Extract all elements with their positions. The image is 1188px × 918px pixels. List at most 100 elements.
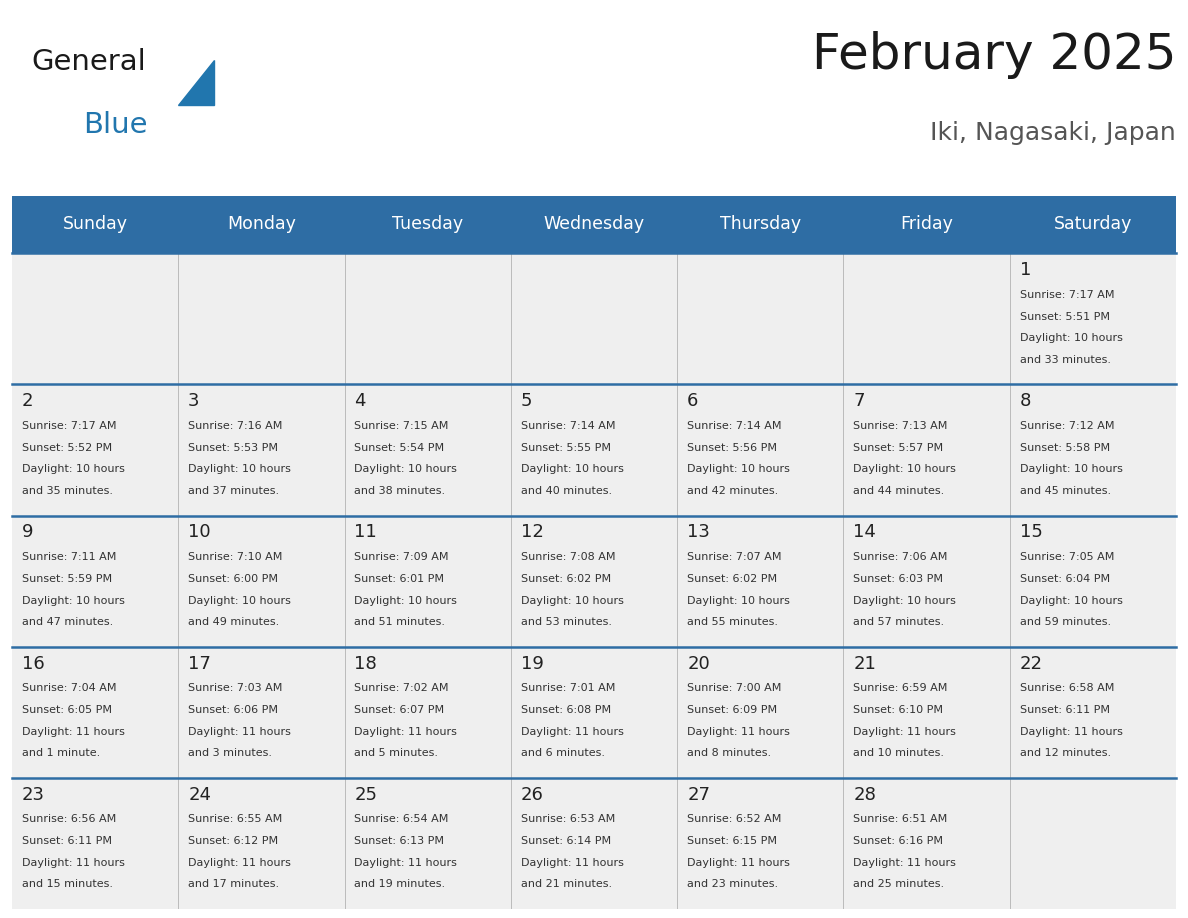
Text: Sunrise: 7:05 AM: Sunrise: 7:05 AM	[1019, 553, 1114, 562]
Text: and 47 minutes.: and 47 minutes.	[21, 617, 113, 627]
Text: Sunset: 6:01 PM: Sunset: 6:01 PM	[354, 574, 444, 584]
Text: Sunset: 5:54 PM: Sunset: 5:54 PM	[354, 442, 444, 453]
Text: Sunrise: 7:12 AM: Sunrise: 7:12 AM	[1019, 421, 1114, 431]
Text: Daylight: 10 hours: Daylight: 10 hours	[687, 596, 790, 606]
Text: and 35 minutes.: and 35 minutes.	[21, 486, 113, 496]
Text: 19: 19	[520, 655, 544, 673]
Text: Monday: Monday	[227, 216, 296, 233]
Text: Tuesday: Tuesday	[392, 216, 463, 233]
Text: Sunrise: 7:03 AM: Sunrise: 7:03 AM	[188, 683, 283, 693]
Text: 9: 9	[21, 523, 33, 542]
Text: Sunrise: 7:00 AM: Sunrise: 7:00 AM	[687, 683, 782, 693]
Text: Sunset: 6:10 PM: Sunset: 6:10 PM	[853, 705, 943, 715]
Text: Sunrise: 7:16 AM: Sunrise: 7:16 AM	[188, 421, 283, 431]
Text: Sunset: 6:11 PM: Sunset: 6:11 PM	[21, 836, 112, 846]
Text: Sunrise: 7:09 AM: Sunrise: 7:09 AM	[354, 553, 449, 562]
Text: Sunset: 5:51 PM: Sunset: 5:51 PM	[1019, 312, 1110, 321]
Text: 6: 6	[687, 392, 699, 410]
Text: 7: 7	[853, 392, 865, 410]
Text: and 37 minutes.: and 37 minutes.	[188, 486, 279, 496]
Text: Sunrise: 7:14 AM: Sunrise: 7:14 AM	[687, 421, 782, 431]
Text: Sunrise: 7:08 AM: Sunrise: 7:08 AM	[520, 553, 615, 562]
Text: Sunrise: 6:54 AM: Sunrise: 6:54 AM	[354, 814, 449, 824]
Text: and 17 minutes.: and 17 minutes.	[188, 879, 279, 890]
Text: Daylight: 10 hours: Daylight: 10 hours	[354, 596, 457, 606]
Text: Daylight: 11 hours: Daylight: 11 hours	[520, 727, 624, 736]
Text: Daylight: 10 hours: Daylight: 10 hours	[520, 596, 624, 606]
Text: Sunset: 5:58 PM: Sunset: 5:58 PM	[1019, 442, 1110, 453]
Text: and 8 minutes.: and 8 minutes.	[687, 748, 771, 758]
Text: 28: 28	[853, 786, 877, 803]
Text: 1: 1	[1019, 262, 1031, 279]
Text: Daylight: 11 hours: Daylight: 11 hours	[21, 727, 125, 736]
Text: 27: 27	[687, 786, 710, 803]
Text: Sunset: 6:04 PM: Sunset: 6:04 PM	[1019, 574, 1110, 584]
Text: Sunrise: 7:02 AM: Sunrise: 7:02 AM	[354, 683, 449, 693]
Text: and 12 minutes.: and 12 minutes.	[1019, 748, 1111, 758]
Polygon shape	[178, 60, 214, 105]
Text: Sunrise: 7:17 AM: Sunrise: 7:17 AM	[1019, 290, 1114, 300]
Text: Daylight: 11 hours: Daylight: 11 hours	[188, 727, 291, 736]
Text: Sunday: Sunday	[63, 216, 127, 233]
Text: Sunrise: 7:10 AM: Sunrise: 7:10 AM	[188, 553, 283, 562]
Text: 18: 18	[354, 655, 378, 673]
Text: Daylight: 10 hours: Daylight: 10 hours	[1019, 333, 1123, 343]
Text: Sunrise: 6:59 AM: Sunrise: 6:59 AM	[853, 683, 948, 693]
Text: Daylight: 11 hours: Daylight: 11 hours	[21, 857, 125, 868]
Text: 2: 2	[21, 392, 33, 410]
Text: 13: 13	[687, 523, 710, 542]
Text: Iki, Nagasaki, Japan: Iki, Nagasaki, Japan	[930, 120, 1176, 145]
Text: Sunset: 6:07 PM: Sunset: 6:07 PM	[354, 705, 444, 715]
Text: Sunset: 5:53 PM: Sunset: 5:53 PM	[188, 442, 278, 453]
Text: 12: 12	[520, 523, 544, 542]
Text: 25: 25	[354, 786, 378, 803]
Text: Sunset: 6:09 PM: Sunset: 6:09 PM	[687, 705, 777, 715]
Text: Daylight: 10 hours: Daylight: 10 hours	[188, 596, 291, 606]
Text: Sunset: 6:08 PM: Sunset: 6:08 PM	[520, 705, 611, 715]
Text: Sunset: 5:52 PM: Sunset: 5:52 PM	[21, 442, 112, 453]
Text: Sunrise: 7:06 AM: Sunrise: 7:06 AM	[853, 553, 948, 562]
Text: Sunrise: 7:17 AM: Sunrise: 7:17 AM	[21, 421, 116, 431]
Text: Daylight: 10 hours: Daylight: 10 hours	[354, 465, 457, 475]
Text: Daylight: 10 hours: Daylight: 10 hours	[1019, 596, 1123, 606]
Text: 23: 23	[21, 786, 45, 803]
Text: Sunset: 6:11 PM: Sunset: 6:11 PM	[1019, 705, 1110, 715]
Text: Sunrise: 6:53 AM: Sunrise: 6:53 AM	[520, 814, 615, 824]
Text: Sunset: 5:59 PM: Sunset: 5:59 PM	[21, 574, 112, 584]
Text: and 25 minutes.: and 25 minutes.	[853, 879, 944, 890]
Text: Sunset: 5:57 PM: Sunset: 5:57 PM	[853, 442, 943, 453]
Text: Sunrise: 6:58 AM: Sunrise: 6:58 AM	[1019, 683, 1114, 693]
Text: Sunrise: 7:07 AM: Sunrise: 7:07 AM	[687, 553, 782, 562]
Text: and 49 minutes.: and 49 minutes.	[188, 617, 279, 627]
Text: Daylight: 11 hours: Daylight: 11 hours	[354, 857, 457, 868]
Text: and 5 minutes.: and 5 minutes.	[354, 748, 438, 758]
Text: and 19 minutes.: and 19 minutes.	[354, 879, 446, 890]
Text: Sunrise: 6:52 AM: Sunrise: 6:52 AM	[687, 814, 782, 824]
Text: Sunset: 6:06 PM: Sunset: 6:06 PM	[188, 705, 278, 715]
Text: and 53 minutes.: and 53 minutes.	[520, 617, 612, 627]
Text: Sunset: 5:55 PM: Sunset: 5:55 PM	[520, 442, 611, 453]
Text: General: General	[31, 48, 146, 75]
Text: 20: 20	[687, 655, 710, 673]
Text: Sunrise: 7:14 AM: Sunrise: 7:14 AM	[520, 421, 615, 431]
Text: Sunset: 6:05 PM: Sunset: 6:05 PM	[21, 705, 112, 715]
Text: Sunrise: 7:04 AM: Sunrise: 7:04 AM	[21, 683, 116, 693]
Text: Sunrise: 6:51 AM: Sunrise: 6:51 AM	[853, 814, 948, 824]
Text: and 57 minutes.: and 57 minutes.	[853, 617, 944, 627]
Text: Daylight: 10 hours: Daylight: 10 hours	[1019, 465, 1123, 475]
Text: and 1 minute.: and 1 minute.	[21, 748, 100, 758]
Text: Daylight: 11 hours: Daylight: 11 hours	[1019, 727, 1123, 736]
Text: and 55 minutes.: and 55 minutes.	[687, 617, 778, 627]
Text: 26: 26	[520, 786, 544, 803]
Text: 11: 11	[354, 523, 378, 542]
Text: 24: 24	[188, 786, 211, 803]
Text: Saturday: Saturday	[1054, 216, 1132, 233]
Text: 5: 5	[520, 392, 532, 410]
Text: and 59 minutes.: and 59 minutes.	[1019, 617, 1111, 627]
Text: Daylight: 11 hours: Daylight: 11 hours	[354, 727, 457, 736]
Text: and 51 minutes.: and 51 minutes.	[354, 617, 446, 627]
Text: 14: 14	[853, 523, 877, 542]
Text: Sunset: 6:02 PM: Sunset: 6:02 PM	[687, 574, 777, 584]
Text: and 6 minutes.: and 6 minutes.	[520, 748, 605, 758]
Text: Sunrise: 7:01 AM: Sunrise: 7:01 AM	[520, 683, 615, 693]
